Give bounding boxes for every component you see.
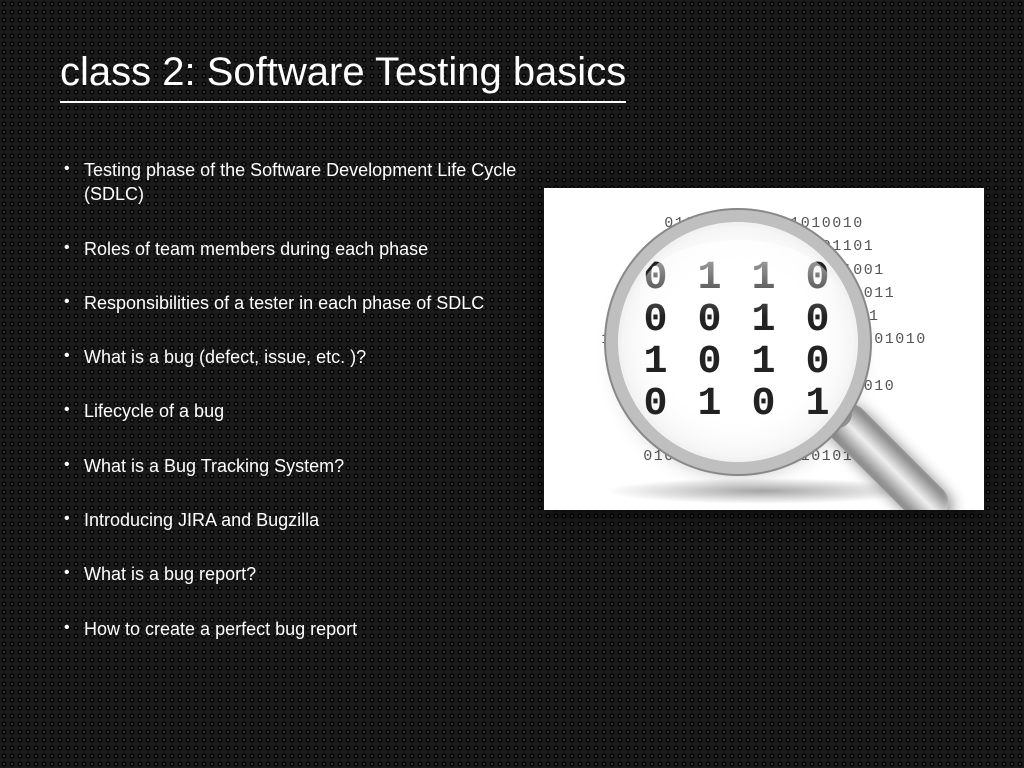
- bullet-item: Lifecycle of a bug: [60, 399, 530, 423]
- bullet-item: How to create a perfect bug report: [60, 617, 530, 641]
- lens-binary-text: 0 1 1 0 1 0 0 1 0 1 1 1 0 1 0 1 1 0 1 0 …: [622, 258, 854, 426]
- slide-title: class 2: Software Testing basics: [60, 50, 626, 103]
- bullet-item: Introducing JIRA and Bugzilla: [60, 508, 530, 532]
- magnifier-handle: [820, 396, 956, 510]
- bullet-item: Responsibilities of a tester in each pha…: [60, 291, 530, 315]
- bullet-item: Roles of team members during each phase: [60, 237, 530, 261]
- magnifier-lens: 0 1 1 0 1 0 0 1 0 1 1 1 0 1 0 1 1 0 1 0 …: [622, 226, 854, 458]
- bullet-item: What is a bug report?: [60, 562, 530, 586]
- slide: class 2: Software Testing basics Testing…: [0, 0, 1024, 768]
- bullet-item: What is a bug (defect, issue, etc. )?: [60, 345, 530, 369]
- bullet-item: Testing phase of the Software Developmen…: [60, 158, 530, 207]
- bullet-list: Testing phase of the Software Developmen…: [60, 158, 530, 671]
- magnifying-glass-icon: 0 1 1 0 1 0 0 1 0 1 1 1 0 1 0 1 1 0 1 0 …: [622, 226, 982, 510]
- magnifier-figure: 0100110100101010010 010011 0 1 1 0 10110…: [544, 188, 984, 510]
- bullet-item: What is a Bug Tracking System?: [60, 454, 530, 478]
